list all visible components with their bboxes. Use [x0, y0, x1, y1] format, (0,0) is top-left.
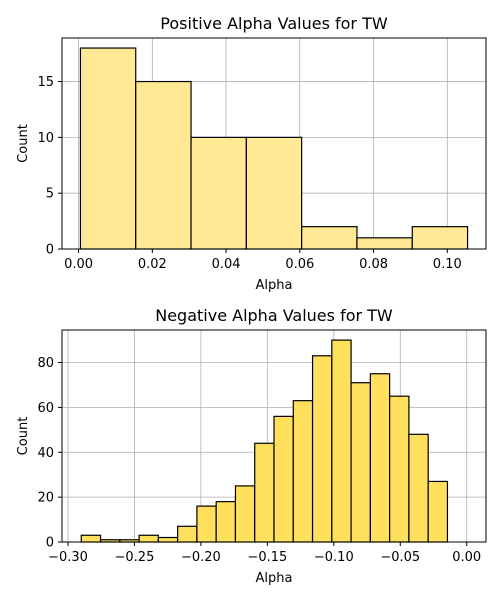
- top-bar: [79, 47, 137, 250]
- bottom-bar: [331, 339, 352, 543]
- bottom-bar: [311, 355, 333, 543]
- bottom-bar: [254, 442, 275, 543]
- top-axes-frame: [61, 37, 487, 250]
- top-bar: [135, 80, 192, 250]
- top-histogram: 0.00 0.02 0.04 0.06 0.08 0.10 0 5 10 15 Positive A…: [16, 14, 487, 293]
- top-ytick-label: 15: [37, 75, 54, 90]
- top-xtick-label: 0.02: [138, 257, 167, 272]
- bottom-xtick-label: −0.25: [115, 550, 155, 565]
- top-bar: [301, 226, 358, 250]
- bottom-ytick-label: 80: [37, 356, 54, 371]
- top-chart-title: Positive Alpha Values for TW: [160, 14, 388, 33]
- bottom-bar: [196, 505, 217, 543]
- bottom-x-axis-label: Alpha: [256, 571, 293, 586]
- top-y-axis-label: Count: [16, 124, 31, 163]
- top-xtick-label: 0.10: [433, 257, 462, 272]
- top-ytick-label: 0: [46, 243, 54, 258]
- bottom-ytick-label: 20: [37, 491, 54, 506]
- bottom-bar: [215, 501, 237, 543]
- top-xtick-label: 0.00: [64, 257, 93, 272]
- bottom-ytick-label: 60: [37, 401, 54, 416]
- top-bar: [190, 136, 247, 250]
- bottom-xtick-label: −0.15: [247, 550, 287, 565]
- bottom-bar: [273, 415, 294, 543]
- top-xtick-label: 0.04: [212, 257, 241, 272]
- bottom-bar: [177, 525, 198, 543]
- bottom-xtick-label: −0.10: [314, 550, 354, 565]
- bottom-xtick-label: 0.00: [452, 550, 481, 565]
- bottom-bar: [80, 534, 102, 543]
- top-xtick-label: 0.06: [285, 257, 314, 272]
- bottom-bar: [234, 485, 256, 543]
- bottom-bar: [427, 480, 449, 543]
- bottom-bar: [350, 382, 371, 543]
- bottom-ytick-label: 40: [37, 446, 54, 461]
- top-bar: [356, 237, 413, 250]
- bottom-ytick-label: 0: [46, 536, 54, 551]
- bottom-bar: [157, 536, 179, 543]
- bottom-xtick-label: −0.20: [181, 550, 221, 565]
- top-x-axis-label: Alpha: [256, 278, 293, 293]
- bottom-histogram: −0.30 −0.25 −0.20 −0.15 −0.10 −0.05 0.00 0 20 40 6…: [16, 306, 487, 586]
- bottom-bar: [138, 534, 159, 543]
- top-ytick-label: 5: [46, 187, 54, 202]
- bottom-bar: [369, 373, 391, 543]
- bottom-axes-frame: [61, 329, 487, 543]
- top-xtick-label: 0.08: [359, 257, 388, 272]
- bottom-bar: [292, 400, 314, 543]
- bottom-bar: [408, 433, 429, 543]
- bottom-chart-title: Negative Alpha Values for TW: [155, 306, 393, 325]
- top-bar: [245, 136, 303, 250]
- bottom-y-axis-label: Count: [16, 417, 31, 456]
- top-ytick-label: 10: [37, 131, 54, 146]
- bottom-xtick-label: −0.30: [48, 550, 88, 565]
- bottom-bar: [389, 395, 410, 543]
- top-bar: [411, 226, 469, 250]
- bottom-xtick-label: −0.05: [380, 550, 420, 565]
